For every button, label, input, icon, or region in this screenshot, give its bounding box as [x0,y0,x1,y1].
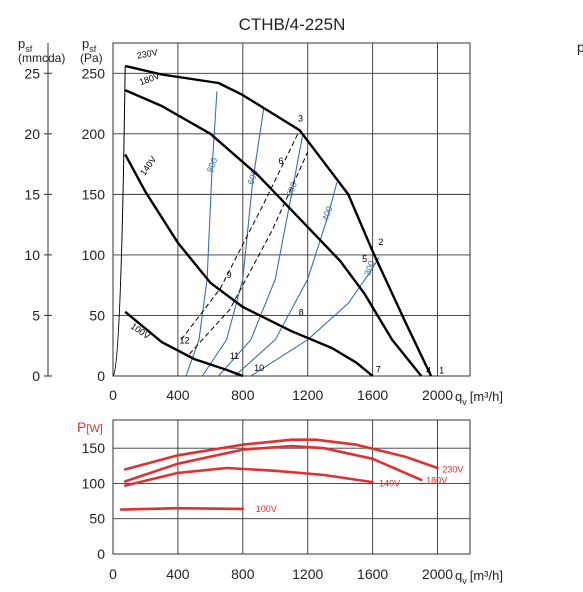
x-tick-label: 0 [109,387,117,403]
y-label-left-unit: (mmcda) [18,51,65,65]
point-label: 6 [279,156,284,166]
system-curve [201,107,265,377]
pressure-series-230V [124,64,433,377]
x-tick-label: 1600 [357,566,388,582]
point-label: 8 [299,307,304,317]
point-label: 12 [180,335,190,345]
system-curve [234,182,338,377]
pressure-series-180V [124,89,423,377]
system-curve [218,133,304,377]
point-label: 9 [227,270,232,280]
y-label-right: psf [82,36,97,54]
y-label-right-sub: sf [89,44,97,54]
system-curve [250,257,380,377]
y-tick-label: 150 [82,440,106,456]
x-axis-label-main: q [455,389,462,404]
x-tick-label: 2000 [422,387,453,403]
series-label: 140V [138,154,158,177]
x-tick-label: 1200 [292,387,323,403]
x-axis-label-sub: v [462,397,467,407]
y-tick-label-pa: 50 [89,307,105,323]
system-curve-label: 300 [362,259,377,277]
y-tick-label-pa: 250 [82,65,106,81]
y-tick-label: 50 [89,511,105,527]
power-series-100V [119,506,245,511]
x-tick-label: 2000 [422,566,453,582]
x-tick-label: 0 [109,566,117,582]
point-label: 1 [439,366,444,376]
y-axis-label: P[W] [77,419,103,435]
x-tick-label: 1600 [357,387,388,403]
x-axis-label-unit: [m³/h] [470,389,503,404]
series-label: 100V [129,321,152,341]
operating-dashed-line [180,129,301,341]
y-label-left-main: p [18,36,25,51]
operating-dashed-line [188,151,309,355]
x-tick-label: 800 [231,566,255,582]
pressure-series-100V [124,310,244,378]
clipped-axis-label: p [577,39,583,55]
y-label-left: psf [18,36,33,54]
y-tick-label-mm: 5 [32,307,40,323]
power-series-230V [123,438,439,471]
y-tick-label-mm: 25 [24,65,40,81]
power-series-140V [123,466,374,487]
system-curve-label: 500 [284,181,299,199]
point-label: 4 [426,366,431,376]
y-tick-label-mm: 20 [24,126,40,142]
x-axis-label: qv [m³/h] [455,568,503,586]
power-chart: 0 400 800 1200 1600 2000 0 50 100 150 P[W] qv [m³/h]… [77,419,503,586]
power-series-label: 230V [442,464,463,474]
y-label-left-sub: sf [25,44,33,54]
system-curve-label: 400 [320,205,335,223]
y-label-right-main: p [82,36,89,51]
y-tick-label-pa: 0 [97,368,105,384]
pressure-series-140V [124,153,374,377]
series-label: 230V [136,47,158,61]
x-axis-label-sub: v [462,576,467,586]
y-tick-label-mm: 10 [24,247,40,263]
y-tick-label-pa: 100 [82,247,106,263]
y-label-right-unit: (Pa) [80,51,103,65]
point-label: 5 [362,254,367,264]
y-tick-label: 0 [97,546,105,562]
y-tick-label-pa: 150 [82,186,106,202]
point-label: 2 [378,237,383,247]
point-label: 3 [298,114,303,124]
power-series-180V [123,444,423,483]
y-tick-label: 100 [82,475,106,491]
x-axis-label-main: q [455,568,462,583]
x-axis-label: qv [m³/h] [455,389,503,407]
point-label: 11 [230,351,239,361]
point-label: 7 [376,364,381,374]
x-tick-label: 400 [166,387,190,403]
y-axis-label-unit: [W] [86,423,103,435]
x-tick-label: 1200 [292,566,323,582]
y-tick-label-pa: 200 [82,126,106,142]
pressure-chart: 0 400 800 1200 1600 2000005051001015015200202… [18,36,503,407]
y-axis-label-main: P [77,419,86,435]
x-tick-label: 800 [231,387,255,403]
point-label: 10 [254,363,264,373]
power-series-label: 100V [256,504,277,514]
power-series-label: 180V [426,476,447,486]
chart-title: CTHB/4-225N [239,15,346,34]
x-axis-label-unit: [m³/h] [470,568,503,583]
y-tick-label-mm: 15 [24,186,40,202]
x-tick-label: 400 [166,566,190,582]
y-tick-label-mm: 0 [32,368,40,384]
power-series-label: 140V [379,478,400,488]
stall-curve [112,66,126,377]
system-curve-label: 800 [205,156,220,174]
